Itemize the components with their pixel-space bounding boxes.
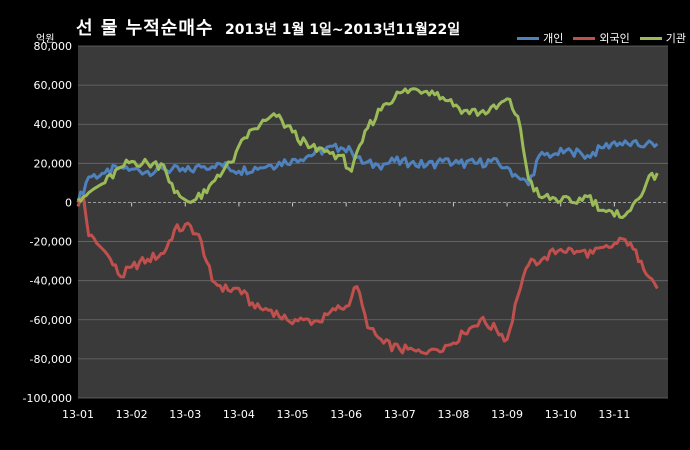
chart-title: 선 물 누적순매수 <box>76 18 214 39</box>
x-tick-label: 13-02 <box>116 408 148 421</box>
legend: 개인 외국인 기관 <box>517 30 686 46</box>
y-tick-label: 80,000 <box>34 40 73 53</box>
chart-subtitle: 2013년 1월 1일~2013년11월22일 <box>225 22 461 38</box>
x-tick-label: 13-10 <box>545 408 577 421</box>
y-axis-unit: 억원 <box>36 34 55 45</box>
plot-area <box>78 46 668 398</box>
legend-label-institution: 기관 <box>665 32 686 45</box>
legend-label-foreigner: 외국인 <box>599 32 630 45</box>
legend-label-individual: 개인 <box>543 32 564 45</box>
y-tick-label: 0 <box>65 196 72 209</box>
series-line <box>76 87 659 219</box>
x-tick-label: 13-09 <box>491 408 523 421</box>
legend-item-institution: 기관 <box>639 30 686 46</box>
y-tick-label: -40,000 <box>30 275 72 288</box>
x-tick-label: 13-06 <box>330 408 362 421</box>
y-tick-label: 40,000 <box>34 118 73 131</box>
x-tick-label: 13-05 <box>277 408 309 421</box>
x-tick-label: 13-03 <box>169 408 201 421</box>
legend-swatch-foreigner <box>573 36 596 40</box>
legend-swatch-individual <box>517 36 540 40</box>
legend-swatch-institution <box>639 36 662 40</box>
y-tick-label: 60,000 <box>34 79 73 92</box>
x-tick-label: 13-08 <box>437 408 469 421</box>
chart-title-block: 선 물 누적순매수 2013년 1월 1일~2013년11월22일 <box>76 14 460 40</box>
legend-item-individual: 개인 <box>517 30 563 46</box>
series-line <box>76 195 659 356</box>
y-tick-label: -20,000 <box>30 236 72 249</box>
x-tick-label: 13-11 <box>598 408 630 421</box>
y-tick-label: -60,000 <box>30 314 72 327</box>
series-line <box>76 139 659 203</box>
y-tick-label: -100,000 <box>23 392 72 405</box>
y-tick-label: 20,000 <box>34 157 73 170</box>
y-tick-label: -80,000 <box>30 353 72 366</box>
legend-item-foreigner: 외국인 <box>573 30 630 46</box>
x-tick-label: 13-04 <box>223 408 255 421</box>
x-tick-label: 13-01 <box>62 408 94 421</box>
x-tick-label: 13-07 <box>384 408 416 421</box>
